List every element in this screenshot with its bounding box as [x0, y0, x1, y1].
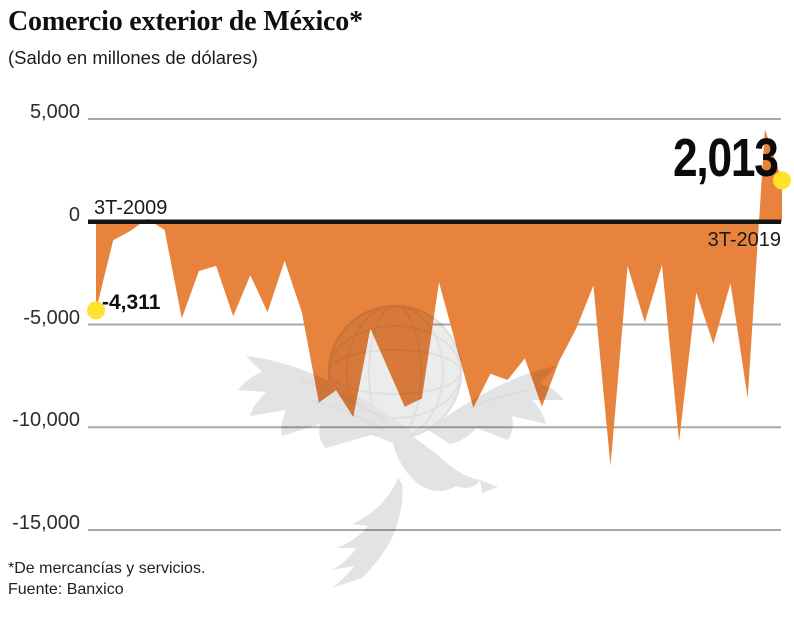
last-point-x-label: 3T-2019 [707, 229, 781, 251]
chart-subtitle: (Saldo en millones de dólares) [8, 47, 258, 68]
footnote: *De mercancías y servicios. [8, 560, 206, 577]
endpoint-dot-first [87, 301, 105, 320]
area-series [96, 129, 782, 467]
first-point-value-label: -4,311 [102, 291, 161, 314]
y-axis-tick-label: 0 [68, 203, 80, 226]
eagle-icon [238, 356, 564, 588]
y-axis-tick-label: 5,000 [29, 101, 80, 123]
chart-title: Comercio exterior de México* [8, 6, 363, 37]
y-axis-tick-label: -5,000 [23, 306, 80, 329]
source-credit: Fuente: Banxico [8, 581, 124, 598]
last-point-value-label: 2,013 [673, 128, 779, 188]
y-axis-tick-label: -15,000 [12, 512, 80, 534]
endpoint-dot-last [773, 171, 791, 190]
y-axis-tick-label: -10,000 [12, 409, 80, 432]
first-point-x-label: 3T-2009 [94, 197, 168, 219]
